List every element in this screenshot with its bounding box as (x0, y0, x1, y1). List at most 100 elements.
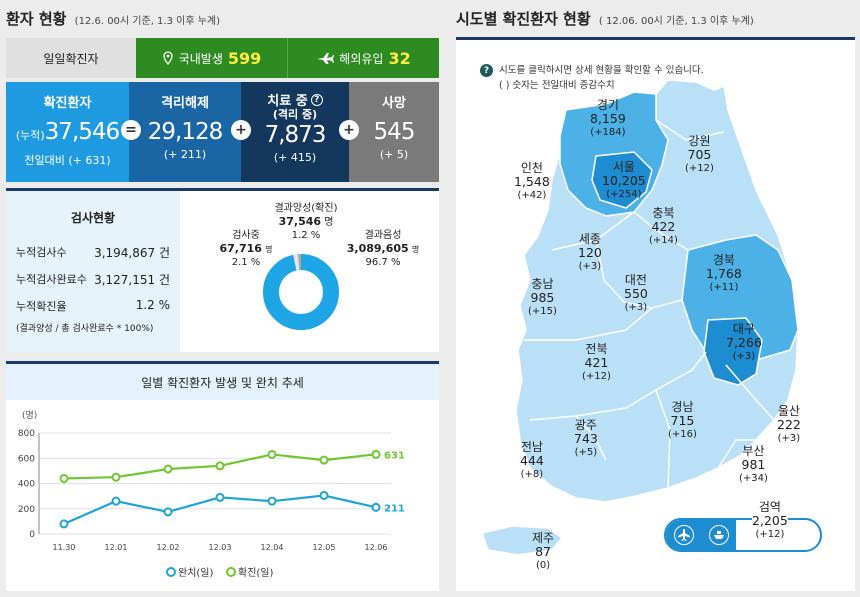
data-point (59, 519, 69, 529)
region-delta: (+12) (582, 371, 611, 382)
data-point (163, 464, 173, 474)
region-shape-jeju[interactable] (481, 525, 564, 556)
x-tick-label: 12.03 (209, 543, 232, 552)
confirmed-prefix: (누적) (15, 129, 45, 142)
region-label-jeju[interactable]: 제주 87 (0) (532, 531, 554, 573)
region-value: 120 (578, 245, 602, 260)
donut-testing-label: 검사중 67,716 명 2.1 % (211, 229, 281, 269)
region-label-daegu[interactable]: 대구 7,266 (+3) (726, 322, 762, 364)
data-point (319, 455, 329, 465)
treating-title: 치료 중 (267, 94, 308, 109)
confirmed-title: 확진환자 (43, 96, 92, 111)
negative-pct: 96.7 % (365, 257, 401, 268)
region-label-seoul[interactable]: 서울 10,205 (+254) (602, 160, 646, 202)
overseas-value: 32 (388, 48, 411, 68)
region-label-gyeongbuk[interactable]: 경북 1,768 (+11) (706, 253, 742, 295)
region-label-gyeonggi[interactable]: 경기 8,159 (+184) (590, 98, 626, 140)
border-line (717, 439, 756, 469)
treating-value: 7,873 (264, 122, 327, 148)
testing-label: 검사중 (232, 230, 260, 241)
positive-pct: 1.2 % (291, 230, 321, 241)
section-title-text: 환자 현황 (6, 10, 67, 28)
region-name: 제주 (532, 531, 555, 545)
region-delta: (+5) (574, 447, 598, 458)
region-delta: (+8) (520, 469, 544, 480)
region-value: 1,548 (514, 174, 550, 189)
korea-map (481, 79, 799, 556)
quarantine-box[interactable]: 검역 2,205 (+12) (664, 500, 822, 552)
border-line (595, 239, 683, 309)
region-shape-daegu[interactable] (703, 317, 763, 386)
region-label-jeonnam[interactable]: 전남 444 (+8) (520, 440, 544, 482)
testing-unit: 명 (265, 245, 273, 254)
treating-card: 치료 중? (격리 중) 7,873 (+ 415) (241, 82, 349, 182)
region-label-gangwon[interactable]: 강원 705 (+12) (685, 134, 714, 176)
daily-confirmed-bar: 일일확진자 국내발생 599 해외유입 32 (6, 38, 439, 78)
daily-label: 일일확진자 (6, 38, 136, 78)
positive-value: 37,546 (278, 215, 322, 228)
help-icon[interactable]: ? (310, 93, 323, 106)
region-name: 전남 (520, 440, 543, 454)
region-label-gwangju[interactable]: 광주 743 (+5) (574, 418, 598, 460)
positive-unit: 명 (324, 217, 334, 228)
region-delta: (+3) (777, 433, 801, 444)
section-subtitle: ( 12.06. 00시 기준, 1.3 이후 누계) (598, 16, 754, 27)
border-line (529, 351, 707, 421)
region-label-daejeon[interactable]: 대전 550 (+3) (624, 273, 648, 315)
data-point (111, 496, 121, 506)
x-tick-label: 12.05 (313, 543, 336, 552)
data-point (319, 490, 329, 500)
confirmed-value-line: (누적)37,546 (15, 119, 120, 149)
donut-negative-label: 결과음성 3,089,605 명 96.7 % (339, 229, 427, 269)
map-note-line1: 시도를 클릭하시면 상세 현황을 확인할 수 있습니다. (499, 65, 704, 76)
quarantine-icons (666, 520, 736, 550)
released-card: 격리해제 29,128 (+ 211) (129, 82, 241, 182)
question-icon: ? (480, 64, 493, 77)
region-value: 743 (574, 431, 598, 446)
released-title: 격리해제 (161, 96, 209, 111)
confirmed-value: 37,546 (44, 119, 120, 145)
region-value: 705 (687, 147, 712, 162)
region-shape-seoul[interactable] (591, 151, 653, 209)
regional-map-panel: ? 시도를 클릭하시면 상세 현황을 확인할 수 있습니다. ( ) 숫자는 전… (456, 37, 855, 591)
released-delta: (+ 211) (163, 148, 207, 161)
region-delta: (+184) (590, 127, 626, 138)
region-label-ulsan[interactable]: 울산 222 (+3) (777, 404, 801, 446)
negative-unit: 명 (411, 245, 420, 254)
daily-trend-chart: 일별 확진환자 발생 및 완치 추세 (명) 800 600 400 200 0 11.30… (6, 361, 439, 591)
test-status-panel: 검사현황 누적검사수 3,194,867 건 누적검사완료수 3,127,151 건… (6, 188, 439, 352)
released-value: 29,128 (147, 119, 223, 145)
patient-status-title: 환자 현황 (12.6. 00시 기준, 1.3 이후 누계) (6, 8, 220, 29)
y-tick-label: 600 (18, 454, 35, 464)
region-label-chungbuk[interactable]: 충북 422 (+14) (649, 206, 678, 248)
region-value: 8,159 (590, 111, 626, 126)
region-label-busan[interactable]: 부산 981 (+34) (739, 444, 768, 486)
region-delta: (+11) (709, 282, 739, 293)
region-name: 울산 (777, 404, 800, 418)
region-value: 550 (624, 286, 648, 301)
border-line (575, 415, 607, 461)
region-label-sejong[interactable]: 세종 120 (+3) (578, 232, 602, 274)
region-label-jeonbuk[interactable]: 전북 421 (+12) (582, 342, 611, 384)
region-value: 1,768 (706, 266, 742, 281)
region-name: 인천 (520, 161, 543, 175)
x-tick-label: 12.04 (261, 543, 284, 552)
region-name: 광주 (574, 418, 597, 432)
data-point (215, 492, 225, 502)
map-help-note: ? 시도를 클릭하시면 상세 현황을 확인할 수 있습니다. ( ) 숫자는 전… (480, 63, 704, 93)
data-point (163, 507, 173, 517)
region-delta: (+12) (755, 529, 785, 540)
x-tick-label: 12.06 (365, 543, 388, 552)
region-name: 경기 (596, 98, 619, 112)
chart-title: 일별 확진환자 발생 및 완치 추세 (6, 364, 439, 400)
region-label-chungnam[interactable]: 충남 985 (+15) (528, 277, 557, 319)
section-subtitle: (12.6. 00시 기준, 1.3 이후 누계) (74, 16, 221, 27)
region-label-gyeongnam[interactable]: 경남 715 (+16) (668, 400, 697, 442)
region-delta: (+15) (528, 306, 557, 317)
deaths-delta: (+ 5) (379, 148, 409, 161)
domestic-label: 국내발생 (178, 51, 223, 66)
region-label-incheon[interactable]: 인천 1,548 (+42) (514, 161, 550, 203)
region-delta: (+34) (739, 473, 768, 484)
overseas-cases: 해외유입 32 (288, 38, 439, 78)
test-row-value: 3,127,151 건 (94, 273, 170, 287)
